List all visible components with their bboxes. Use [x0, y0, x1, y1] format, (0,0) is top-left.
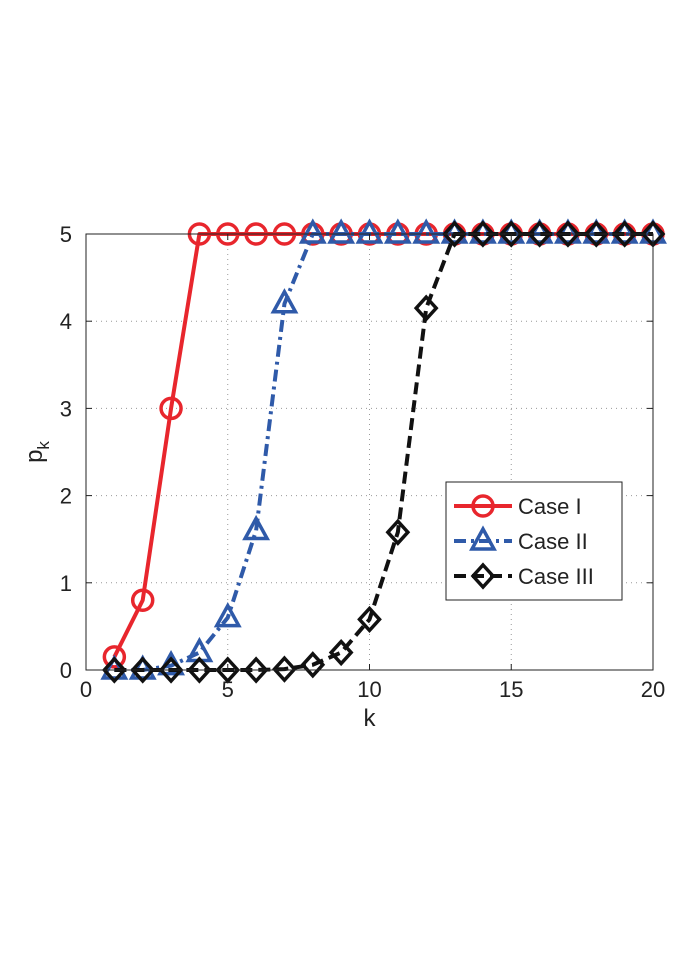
x-axis-label: k: [364, 705, 377, 732]
triangle-marker: [270, 288, 299, 314]
series-layer: [100, 218, 667, 684]
y-tick-label: 5: [60, 222, 72, 247]
diamond-marker: [300, 651, 326, 679]
tick-labels: 0 5 10 15 20 0 1 2 3 4 5: [60, 222, 665, 702]
legend-label: Case III: [518, 564, 594, 589]
circle-marker: [159, 396, 183, 421]
diamond-marker: [583, 220, 609, 248]
triangle-marker: [242, 514, 271, 541]
circle-marker: [102, 645, 127, 669]
y-tick-label: 4: [60, 309, 72, 334]
x-tick-label: 15: [499, 677, 523, 702]
series-case-ii: [100, 218, 667, 680]
triangle-marker: [355, 218, 384, 244]
triangle-marker: [412, 218, 441, 244]
diamond-marker: [470, 220, 496, 248]
diamond-marker: [527, 220, 552, 248]
diamond-marker: [187, 656, 212, 684]
diamond-marker: [612, 220, 638, 248]
circle-marker: [130, 588, 155, 612]
circle-marker: [471, 494, 495, 518]
diamond-marker: [385, 518, 411, 546]
triangle-marker: [327, 218, 356, 244]
diamond-marker: [101, 656, 127, 684]
y-tick-label: 1: [60, 571, 72, 596]
y-axis-label: pk: [21, 441, 53, 463]
grid-lines: [86, 234, 653, 670]
legend-item: Case II: [454, 525, 588, 554]
y-tick-label: 3: [60, 396, 72, 421]
x-tick-label: 20: [641, 677, 665, 702]
diamond-marker: [215, 656, 241, 684]
diamond-marker: [357, 605, 382, 634]
legend-label: Case I: [518, 494, 582, 519]
legend-item: Case III: [454, 562, 594, 590]
x-tick-label: 10: [357, 677, 381, 702]
legend-label: Case II: [518, 529, 588, 554]
series-line: [114, 232, 653, 672]
diamond-marker: [328, 638, 354, 667]
diamond-marker: [243, 656, 269, 684]
y-tick-label: 2: [60, 484, 72, 509]
diamond-marker: [130, 656, 156, 684]
diamond-marker: [498, 220, 524, 248]
diamond-marker: [555, 220, 581, 248]
diamond-marker: [442, 220, 467, 248]
triangle-marker: [469, 525, 497, 551]
legend: Case I Case II Case III: [445, 481, 623, 601]
diamond-marker: [413, 294, 439, 322]
diamond-marker: [158, 656, 184, 684]
diamond-marker: [470, 562, 496, 590]
x-tick-label: 5: [222, 677, 234, 702]
triangle-marker: [298, 218, 327, 244]
y-tick-label: 0: [60, 658, 72, 683]
diamond-marker: [272, 655, 297, 683]
triangle-marker: [213, 602, 242, 628]
legend-item: Case I: [454, 494, 582, 519]
series-line: [114, 232, 653, 672]
triangle-marker: [383, 218, 412, 244]
x-tick-label: 0: [80, 677, 92, 702]
